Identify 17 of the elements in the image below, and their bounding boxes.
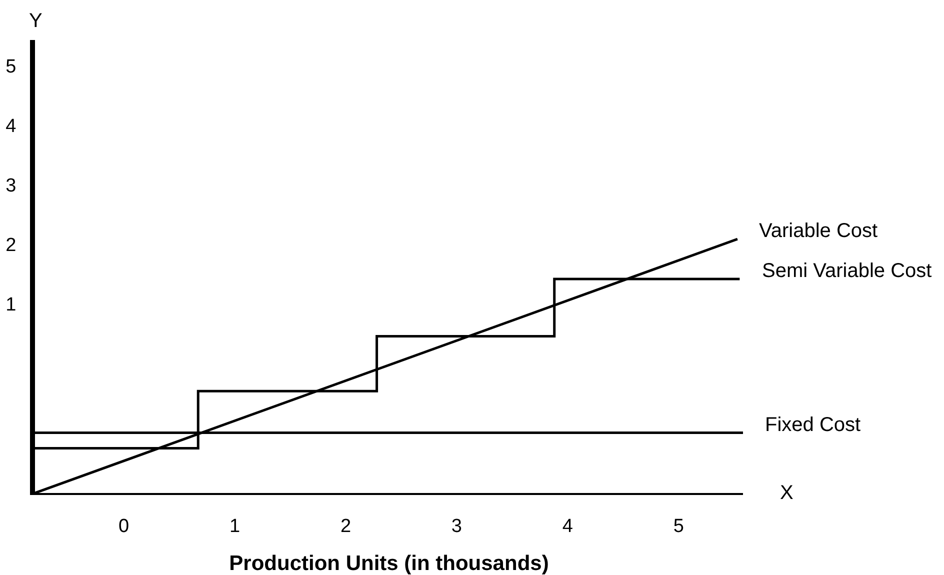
x-axis-title: Production Units (in thousands)	[229, 552, 549, 575]
series-label: Fixed Cost	[765, 414, 862, 436]
y-tick-label: 3	[6, 175, 16, 196]
x-tick-label: 5	[673, 516, 684, 537]
x-tick-label: 1	[229, 516, 240, 537]
series-label: Variable Cost	[759, 220, 878, 242]
y-tick-label: 4	[6, 116, 17, 137]
x-tick-label: 0	[118, 516, 130, 537]
y-tick-label: 2	[6, 235, 16, 256]
x-tick-label: 2	[340, 516, 352, 537]
text: Y	[29, 10, 42, 32]
y-tick-label: 5	[6, 56, 16, 78]
x-tick-label: 4	[562, 516, 574, 537]
series-label: Semi Variable Cost	[762, 260, 932, 282]
x-tick-label: 3	[451, 516, 462, 537]
y-tick-label: 1	[6, 294, 16, 316]
text: X	[780, 482, 794, 504]
